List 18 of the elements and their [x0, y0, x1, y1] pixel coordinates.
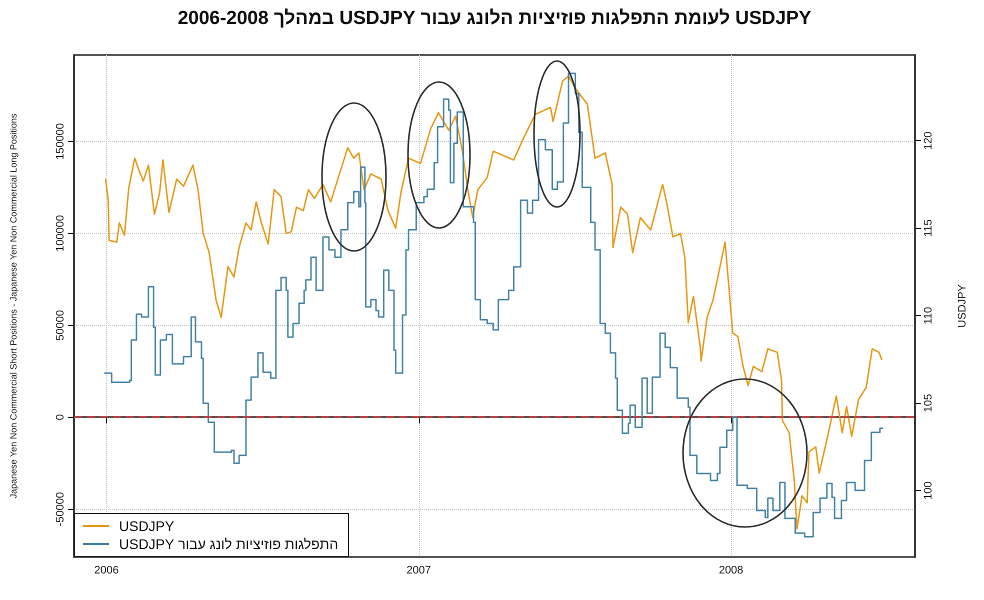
y2-axis-title: USDJPY: [956, 284, 968, 328]
y-axis-title: Japanese Yen Non Commercial Short Positions - Japanese Yen Non Commercial Long Positions: [8, 113, 18, 498]
x-tick-label: 2008: [718, 564, 744, 576]
y-tick-label: 0: [54, 414, 66, 420]
x-tick-label: 2006: [94, 564, 119, 576]
x-tick-label: 2007: [406, 564, 432, 576]
y-tick-label: 50000: [54, 310, 66, 341]
y2-tick-label: 105: [922, 394, 934, 412]
y2-tick-label: 110: [922, 306, 934, 324]
y2-tick-label: 115: [922, 219, 934, 237]
y2-tick-label: 120: [922, 132, 934, 150]
y-tick-label: 100000: [54, 215, 66, 252]
chart-title: USDJPY לעומת התפלגות פוזיציות הלונג עבור USDJPY במהלך 2006-2008: [176, 8, 812, 30]
y-tick-label: -50000: [54, 492, 66, 526]
y2-tick-label: 100: [922, 481, 934, 500]
y-tick-label: 150000: [54, 123, 66, 160]
legend-label: התפלגות פוזיציות לונג עבור USDJPY: [119, 535, 338, 553]
legend-label: USDJPY: [119, 517, 174, 535]
